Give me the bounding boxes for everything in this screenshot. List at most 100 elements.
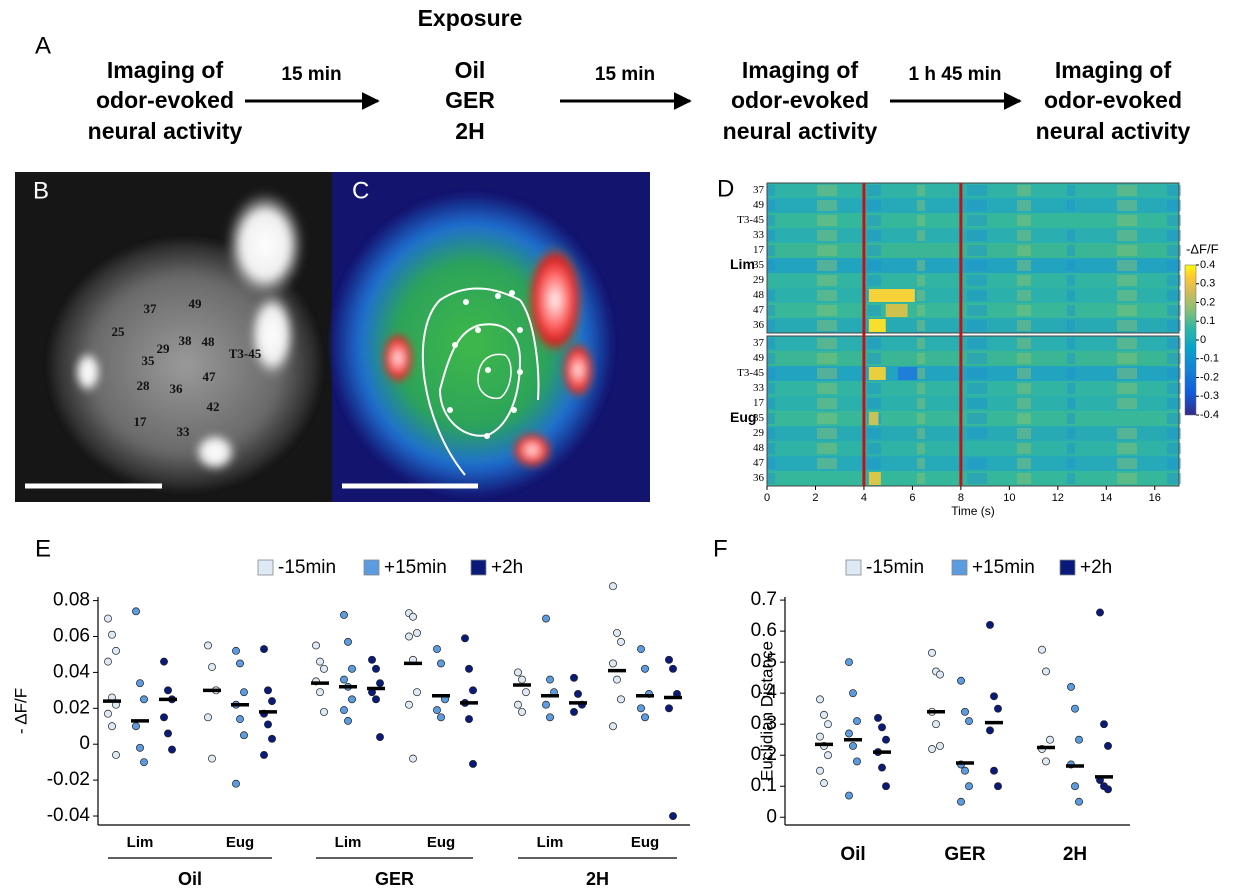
- glomerulus-label: 42: [207, 399, 220, 414]
- data-point: [936, 670, 944, 679]
- heatmap-row-label: 35: [753, 259, 765, 271]
- heatmap-patch: [817, 215, 837, 226]
- heatmap-patch: [1017, 200, 1031, 211]
- data-point: [104, 614, 112, 623]
- data-point: [104, 709, 112, 718]
- x-tick-label: 14: [1100, 492, 1112, 504]
- panel-label: F: [713, 535, 728, 562]
- heatmap-patch: [767, 245, 775, 256]
- data-point: [994, 704, 1002, 713]
- heatmap-patch: [917, 320, 925, 331]
- heatmap-row: [767, 198, 1179, 213]
- panel-label: D: [717, 175, 734, 202]
- flow-arrow-label: 15 min: [595, 64, 655, 85]
- data-point: [236, 715, 244, 724]
- heatmap-patch: [867, 260, 881, 271]
- heatmap-patch: [917, 383, 925, 394]
- heatmap-row-label: 33: [753, 229, 765, 241]
- heatmap-row-label: T3-45: [737, 214, 764, 226]
- heatmap-group-label: Lim: [730, 256, 755, 272]
- data-point: [104, 657, 112, 666]
- glomerulus-label: 25: [112, 324, 126, 339]
- panel-label: B: [33, 177, 49, 204]
- heatmap-patch: [817, 305, 837, 316]
- data-point: [641, 713, 649, 722]
- glomerulus-label: 33: [177, 424, 191, 439]
- legend-swatch: [951, 559, 968, 576]
- heatmap-patch: [1067, 368, 1075, 379]
- heatmap-patch: [1067, 353, 1075, 364]
- data-point: [469, 686, 477, 695]
- heatmap-patch: [767, 290, 775, 301]
- heatmap-patch: [967, 230, 987, 241]
- heatmap-patch: [1167, 245, 1181, 256]
- heatmap-hot: [897, 367, 918, 380]
- flow-step: Imaging of: [107, 57, 224, 83]
- data-point: [465, 664, 473, 673]
- heatmap-row-label: 33: [753, 382, 765, 394]
- flow-step: GER: [445, 87, 495, 113]
- y-tick-label: 0.06: [53, 626, 90, 647]
- data-point: [1071, 704, 1079, 713]
- heatmap-patch: [1017, 458, 1031, 469]
- heatmap-row-label: 29: [753, 274, 765, 286]
- data-point: [469, 760, 477, 768]
- heatmap-patch: [867, 215, 881, 226]
- heatmap-patch: [917, 473, 925, 484]
- panel-label: E: [35, 535, 51, 562]
- data-point: [514, 668, 522, 677]
- data-point: [1104, 785, 1112, 794]
- heatmap-patch: [967, 458, 987, 469]
- glomerulus-label: 38: [179, 333, 193, 348]
- glomerulus-label: 29: [157, 341, 171, 356]
- heatmap-patch: [967, 260, 987, 271]
- data-point: [140, 758, 148, 767]
- data-point: [376, 679, 384, 688]
- data-point: [264, 720, 272, 729]
- heatmap-patch: [1017, 413, 1031, 424]
- data-point: [617, 637, 625, 646]
- y-tick-label: -0.02: [47, 769, 90, 790]
- data-point: [613, 675, 621, 684]
- heatmap-patch: [817, 260, 837, 271]
- heatmap-patch: [917, 413, 925, 424]
- data-point: [1046, 735, 1054, 744]
- heatmap-patch: [817, 245, 837, 256]
- heatmap-row-label: 49: [753, 352, 765, 364]
- flow-step: odor-evoked: [96, 87, 234, 113]
- heatmap-row: [767, 441, 1179, 456]
- data-point: [669, 812, 677, 820]
- colorbar: [1184, 264, 1197, 416]
- data-point: [882, 735, 890, 744]
- heatmap-patch: [967, 200, 987, 211]
- heatmap-patch: [867, 398, 881, 409]
- colorbar-tick-label: 0.1: [1200, 315, 1215, 327]
- roi-point: [447, 407, 453, 413]
- glomerulus-label: 47: [203, 369, 217, 384]
- data-point: [208, 754, 216, 763]
- y-tick-label: 0.7: [751, 589, 777, 610]
- data-point: [816, 732, 824, 741]
- y-tick-label: -0.04: [47, 805, 91, 826]
- data-point: [344, 716, 352, 725]
- heatmap-hot: [868, 289, 915, 302]
- heatmap-patch: [917, 260, 925, 271]
- heatmap-patch: [967, 398, 987, 409]
- x-axis-label: Time (s): [951, 504, 995, 518]
- heatmap-patch: [1167, 215, 1181, 226]
- data-point: [1042, 757, 1050, 766]
- heatmap-patch: [967, 185, 987, 196]
- heatmap-patch: [1067, 398, 1075, 409]
- data-point: [994, 782, 1002, 791]
- heatmap-patch: [817, 185, 837, 196]
- colorbar-tick-label: 0.2: [1200, 296, 1215, 308]
- roi-point: [517, 327, 523, 333]
- heatmap-patch: [1017, 290, 1031, 301]
- heatmap-patch: [1167, 413, 1181, 424]
- heatmap-patch: [1117, 260, 1137, 271]
- y-tick-label: 0.6: [751, 620, 777, 641]
- data-point: [542, 700, 550, 709]
- x-tick-label: Eug: [631, 834, 659, 851]
- data-point: [990, 766, 998, 775]
